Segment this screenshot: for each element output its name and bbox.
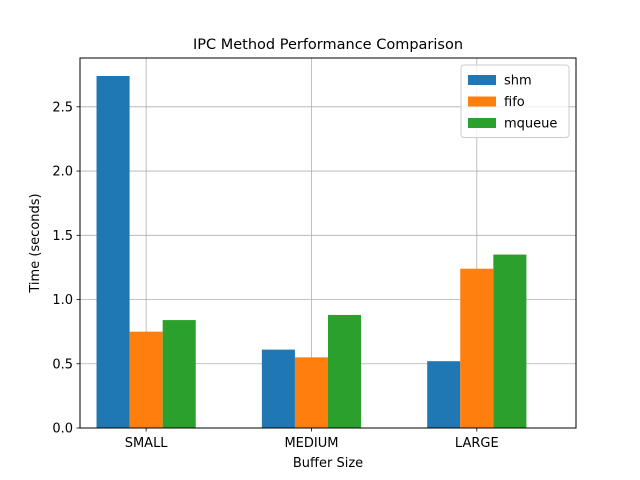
bar-mqueue-small [162, 320, 196, 428]
plot-frame [79, 57, 577, 429]
y-tick-label: 0.5 [52, 357, 73, 372]
y-tick-label: 2.5 [52, 100, 73, 115]
x-tick-label: LARGE [455, 436, 499, 451]
legend-label-shm: shm [504, 74, 532, 89]
y-tick-label: 1.5 [52, 229, 73, 244]
y-tick-label: 0.0 [52, 422, 73, 437]
x-tick-label: SMALL [125, 436, 169, 451]
x-axis-label: Buffer Size [293, 456, 363, 471]
y-axis: 0.0 0.5 1.0 1.5 2.0 2.5 [52, 100, 80, 437]
bars [96, 75, 527, 428]
bar-fifo-small [129, 331, 163, 428]
chart-title: IPC Method Performance Comparison [193, 37, 463, 53]
bar-shm-large [427, 361, 461, 428]
legend-swatch-shm [468, 75, 496, 85]
bar-fifo-large [460, 268, 494, 428]
legend-label-mqueue: mqueue [504, 117, 557, 132]
bar-mqueue-medium [328, 314, 362, 428]
bar-shm-medium [261, 349, 295, 428]
x-tick-label: MEDIUM [284, 436, 338, 451]
legend-swatch-fifo [468, 96, 496, 107]
y-tick-label: 2.0 [52, 165, 73, 180]
legend: shm fifo mqueue [460, 64, 570, 138]
bar-fifo-medium [294, 357, 328, 428]
bar-mqueue-large [493, 254, 527, 428]
x-axis: SMALL MEDIUM LARGE [125, 428, 499, 451]
bar-shm-small [96, 75, 130, 428]
y-tick-label: 1.0 [52, 293, 73, 308]
legend-label-fifo: fifo [504, 95, 525, 110]
legend-swatch-mqueue [468, 118, 496, 128]
y-axis-label: Time (seconds) [28, 193, 43, 293]
